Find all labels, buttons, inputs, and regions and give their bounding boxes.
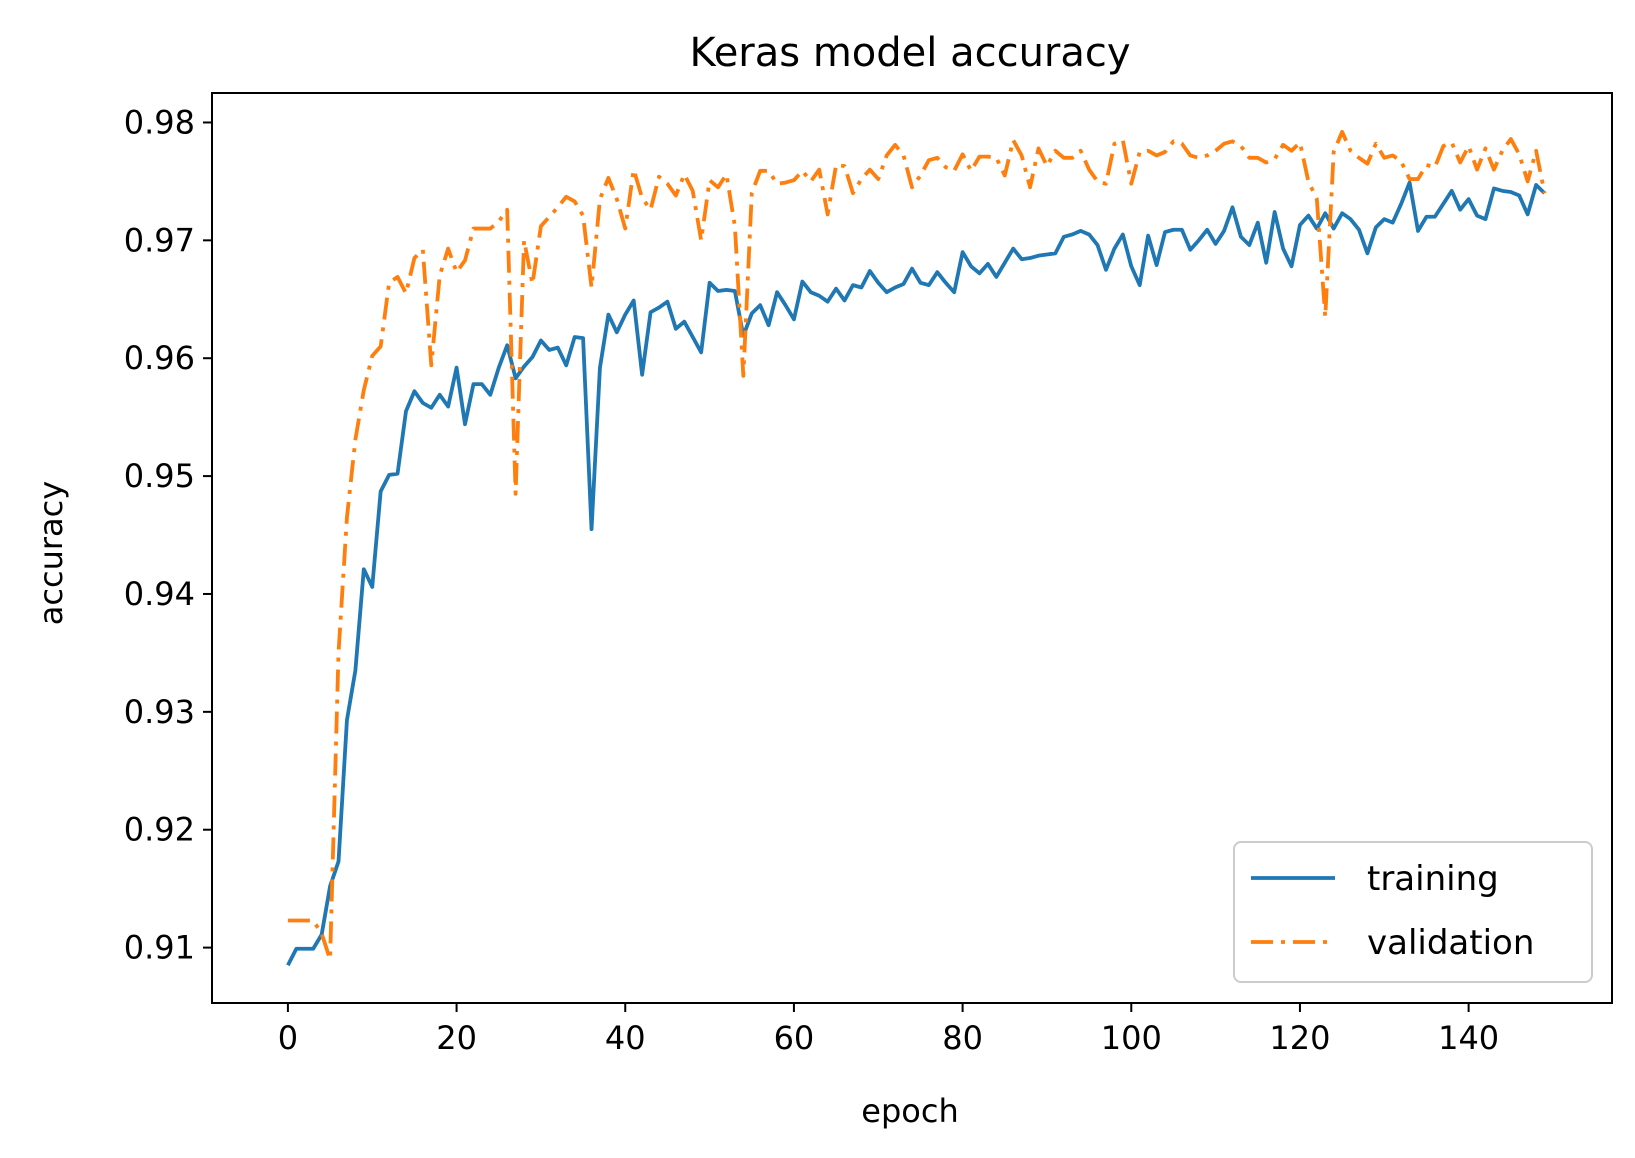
x-tick-label: 0 [278,1019,298,1057]
y-tick-label: 0.95 [124,457,195,495]
y-tick-label: 0.97 [124,221,195,259]
plot-frame [211,92,1613,1004]
legend: training validation [1233,841,1593,983]
x-tick-label: 140 [1438,1019,1499,1057]
y-tick-label: 0.96 [124,339,195,377]
x-tick-label: 20 [436,1019,477,1057]
x-tick-label: 80 [942,1019,983,1057]
legend-label-validation: validation [1367,923,1534,963]
series-layer [286,129,1547,967]
y-tick-label: 0.98 [124,103,195,141]
y-axis-label: accuracy [32,481,70,625]
y-tick-label: 0.94 [124,575,195,613]
x-axis-ticks: 0 20 40 60 80 100 120 140 [278,1003,1499,1057]
x-axis-label: epoch [861,1092,958,1130]
y-axis-ticks: 0.91 0.92 0.93 0.94 0.95 0.96 0.97 0.98 [124,103,212,967]
x-tick-label: 40 [605,1019,646,1057]
series-line-training [286,180,1546,967]
plot-area: 0 20 40 60 80 100 120 140 0.910.920.930.940.950… [124,92,1613,1057]
chart-title: Keras model accuracy [689,30,1130,76]
y-tick-label: 0.93 [124,693,195,731]
x-tick-label: 100 [1101,1019,1162,1057]
x-tick-label: 60 [774,1019,815,1057]
x-tick-label: 120 [1269,1019,1330,1057]
y-tick-label: 0.91 [124,929,195,967]
y-tick-label: 0.92 [124,811,195,849]
legend-label-training: training [1367,859,1499,899]
